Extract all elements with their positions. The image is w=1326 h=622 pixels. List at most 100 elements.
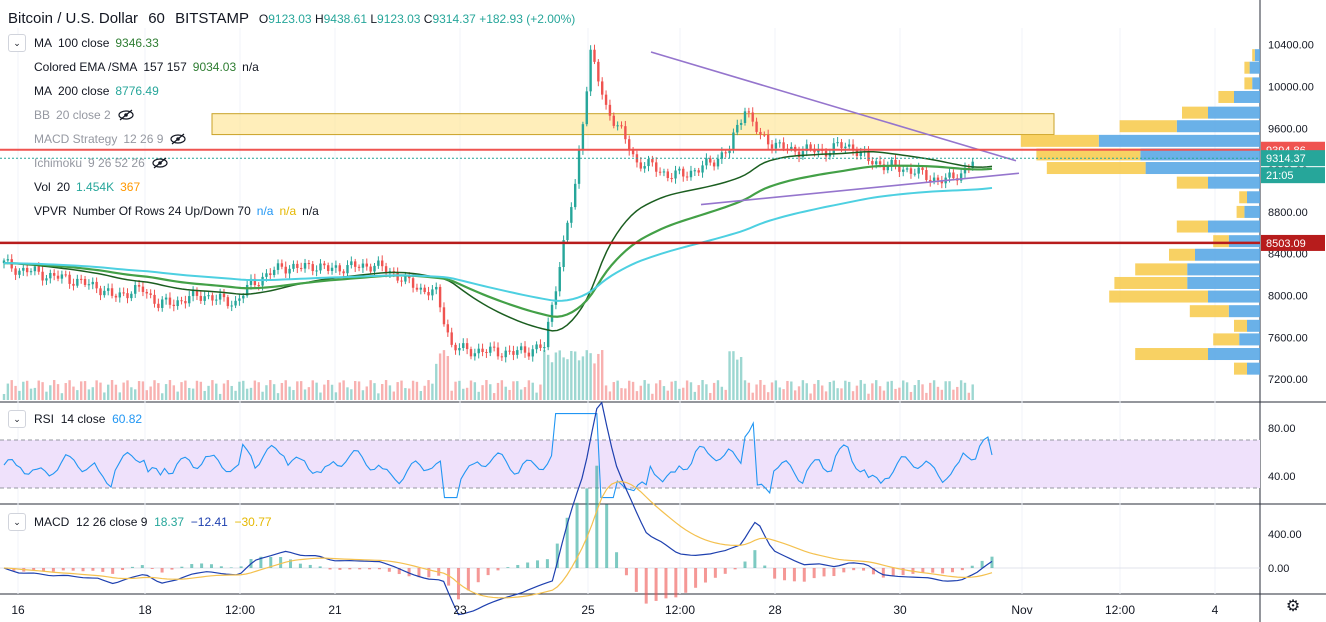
candle-body	[774, 142, 778, 149]
volume-bar	[612, 382, 615, 400]
time-tick-label: 21	[328, 603, 342, 617]
candle-body	[620, 125, 623, 127]
macd-histogram-bar	[506, 567, 510, 568]
volume-bar	[37, 380, 40, 400]
volume-bar	[620, 388, 623, 400]
volume-profile-down-bar	[1189, 305, 1229, 318]
macd-histogram-bar	[111, 568, 115, 574]
price-tick-label: 8000.00	[1268, 291, 1308, 303]
macd-histogram-bar	[417, 568, 421, 578]
volume-profile-down-bar	[1234, 319, 1247, 332]
volume-profile-down-bar	[1109, 290, 1208, 303]
macd-histogram-bar	[42, 568, 46, 572]
volume-profile-up-bar	[1187, 263, 1260, 276]
time-tick-label: 12:00	[665, 603, 695, 617]
candle-body	[134, 285, 137, 294]
candle-body	[952, 172, 955, 179]
macd-histogram-bar	[239, 566, 243, 568]
price-label-badge	[1261, 150, 1325, 167]
candle-body	[601, 81, 604, 95]
candle-body	[886, 165, 889, 171]
candle-body	[377, 260, 380, 266]
volume-bar	[226, 380, 230, 400]
macd-histogram-bar	[476, 568, 480, 583]
candle-body	[249, 278, 253, 285]
volume-bar	[577, 360, 581, 400]
candle-body	[500, 356, 504, 358]
macd-signal-line	[3, 480, 993, 599]
volume-bar	[670, 381, 673, 400]
candle-body	[940, 180, 944, 184]
volume-bar	[774, 380, 778, 400]
candle-body	[682, 168, 685, 177]
volume-bar	[2, 394, 6, 400]
volume-bar	[404, 388, 407, 400]
candle-body	[836, 142, 839, 144]
volume-bar	[685, 380, 689, 400]
macd-histogram-bar	[526, 562, 530, 568]
candle-body	[446, 324, 450, 333]
volume-bar	[770, 382, 774, 400]
volume-bar	[971, 384, 974, 400]
volume-bar	[878, 386, 882, 400]
candle-body	[585, 91, 588, 125]
candle-body	[624, 126, 627, 140]
candle-body	[211, 295, 214, 301]
candle-body	[882, 164, 886, 171]
volume-profile-down-bar	[1244, 77, 1253, 90]
volume-bar	[666, 390, 670, 400]
volume-bar	[658, 380, 662, 400]
macd-histogram-bar	[12, 568, 16, 571]
volume-bar	[585, 350, 588, 400]
volume-profile-up-bar	[1208, 348, 1260, 361]
volume-bar	[616, 380, 619, 400]
volume-profile-up-bar	[1249, 61, 1260, 74]
candle-body	[755, 121, 758, 132]
volume-bar	[299, 381, 303, 400]
candle-body	[496, 347, 500, 357]
candle-body	[354, 261, 357, 267]
volume-bar	[29, 388, 33, 400]
candle-body	[157, 303, 160, 308]
candle-body	[647, 159, 650, 167]
volume-bar	[693, 391, 697, 400]
candle-body	[442, 307, 446, 325]
candle-body	[554, 291, 558, 305]
volume-bar	[346, 387, 349, 400]
candle-body	[454, 344, 457, 351]
candle-body	[716, 158, 720, 167]
volume-bar	[400, 380, 403, 400]
volume-bar	[114, 384, 118, 400]
volume-bar	[948, 381, 951, 400]
candle-body	[485, 351, 488, 353]
candle-body	[689, 170, 693, 178]
candle-body	[87, 284, 91, 286]
volume-bar	[793, 390, 797, 400]
volume-profile-down-bar	[1213, 235, 1229, 248]
candle-body	[458, 348, 461, 351]
price-tick-label: 9600.00	[1268, 123, 1308, 135]
volume-bar	[33, 387, 37, 400]
volume-bar	[485, 380, 488, 400]
macd-histogram-bar	[338, 568, 342, 570]
macd-histogram-bar	[931, 568, 935, 573]
macd-histogram-bar	[901, 568, 905, 576]
volume-bar	[292, 390, 295, 400]
volume-bar	[554, 352, 558, 400]
candle-body	[508, 350, 511, 352]
candle-body	[284, 266, 287, 274]
volume-bar	[230, 385, 233, 400]
candle-body	[867, 151, 870, 162]
macd-histogram-bar	[91, 568, 95, 571]
candle-body	[180, 300, 183, 302]
candle-body	[280, 263, 284, 267]
volume-bar	[890, 380, 893, 400]
candle-body	[222, 293, 226, 298]
volume-bar	[712, 382, 716, 400]
volume-bar	[79, 381, 83, 400]
candle-body	[357, 266, 361, 268]
volume-bar	[145, 390, 148, 400]
candle-body	[6, 259, 10, 261]
price-label-text: 8503.09	[1266, 238, 1306, 250]
